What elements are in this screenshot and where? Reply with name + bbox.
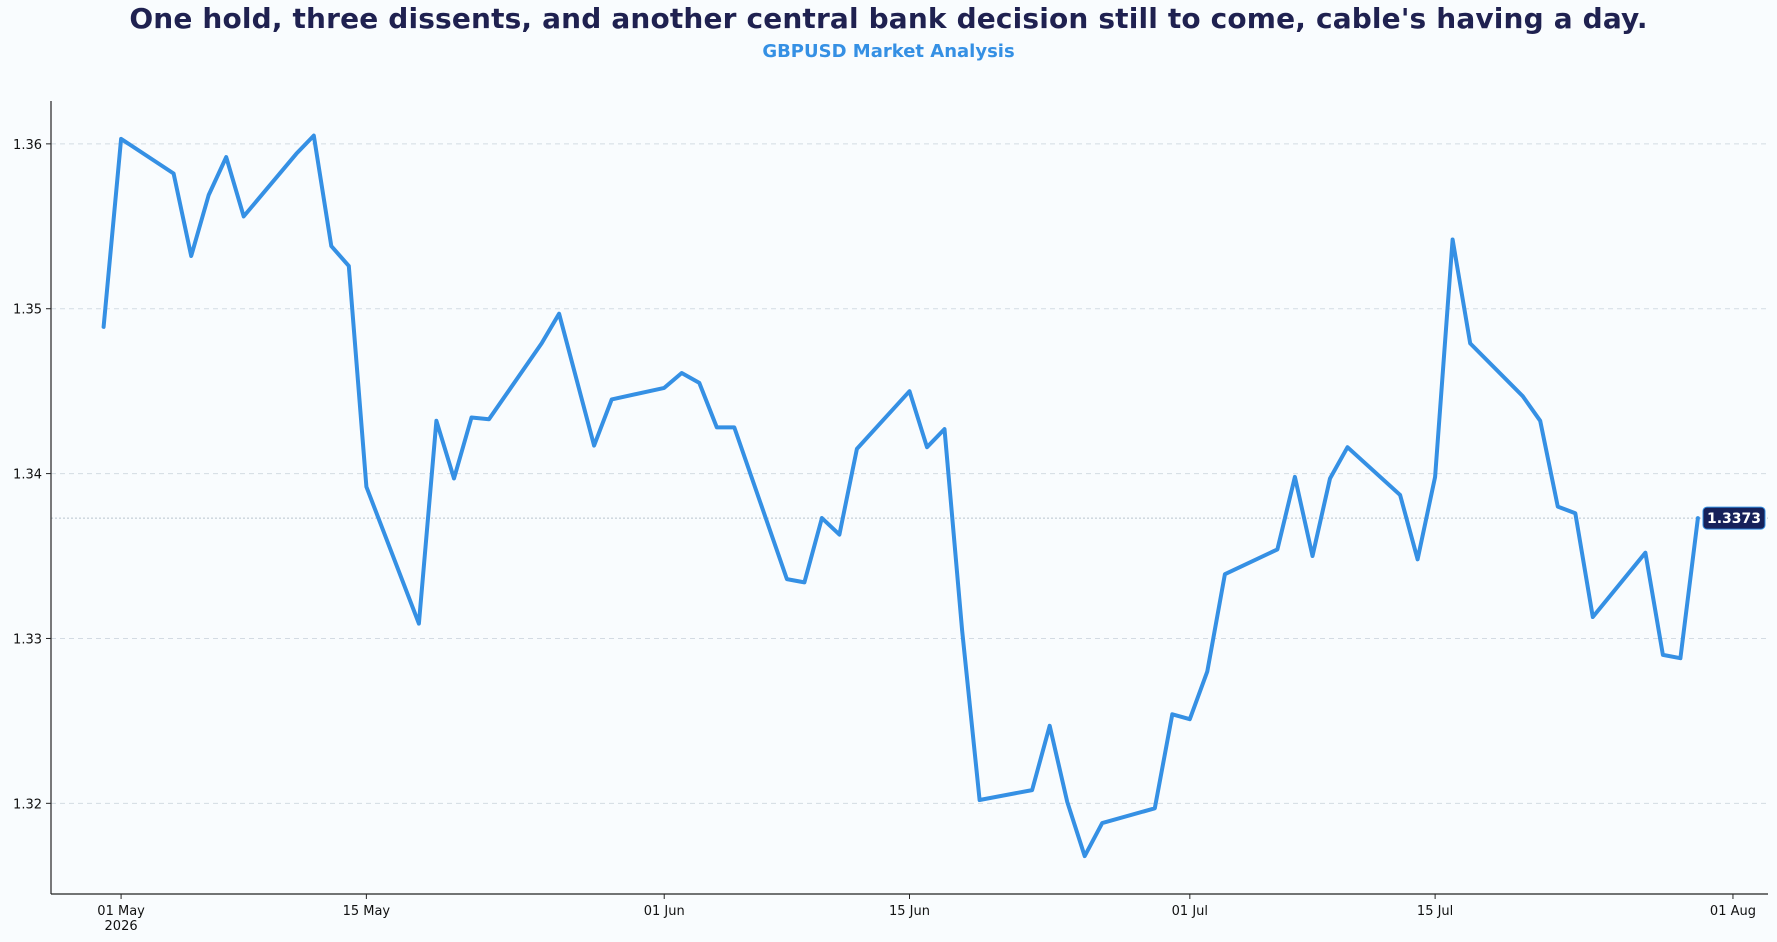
x-tick-label: 01 May 2026	[97, 904, 145, 934]
last-value-label: 1.3373	[1707, 511, 1761, 527]
chart-title: One hold, three dissents, and another ce…	[129, 2, 1648, 35]
price-line-series	[101, 133, 1700, 859]
y-tick-label: 1.36	[13, 138, 42, 153]
y-tick-label: 1.35	[13, 303, 42, 318]
x-tick-label: 01 Aug	[1710, 904, 1756, 919]
x-tick-label: 01 Jun	[644, 904, 685, 919]
x-tick-label: 01 Jul	[1172, 904, 1208, 919]
y-tick-label: 1.32	[13, 797, 42, 812]
chart-subtitle: GBPUSD Market Analysis	[762, 41, 1015, 62]
y-tick-label: 1.33	[13, 632, 42, 647]
last-value-badge	[1702, 506, 1766, 530]
x-tick-label: 15 Jul	[1417, 904, 1453, 919]
x-tick-label: 15 May	[343, 904, 391, 919]
x-tick-label: 15 Jun	[889, 904, 930, 919]
y-tick-label: 1.34	[13, 468, 42, 483]
